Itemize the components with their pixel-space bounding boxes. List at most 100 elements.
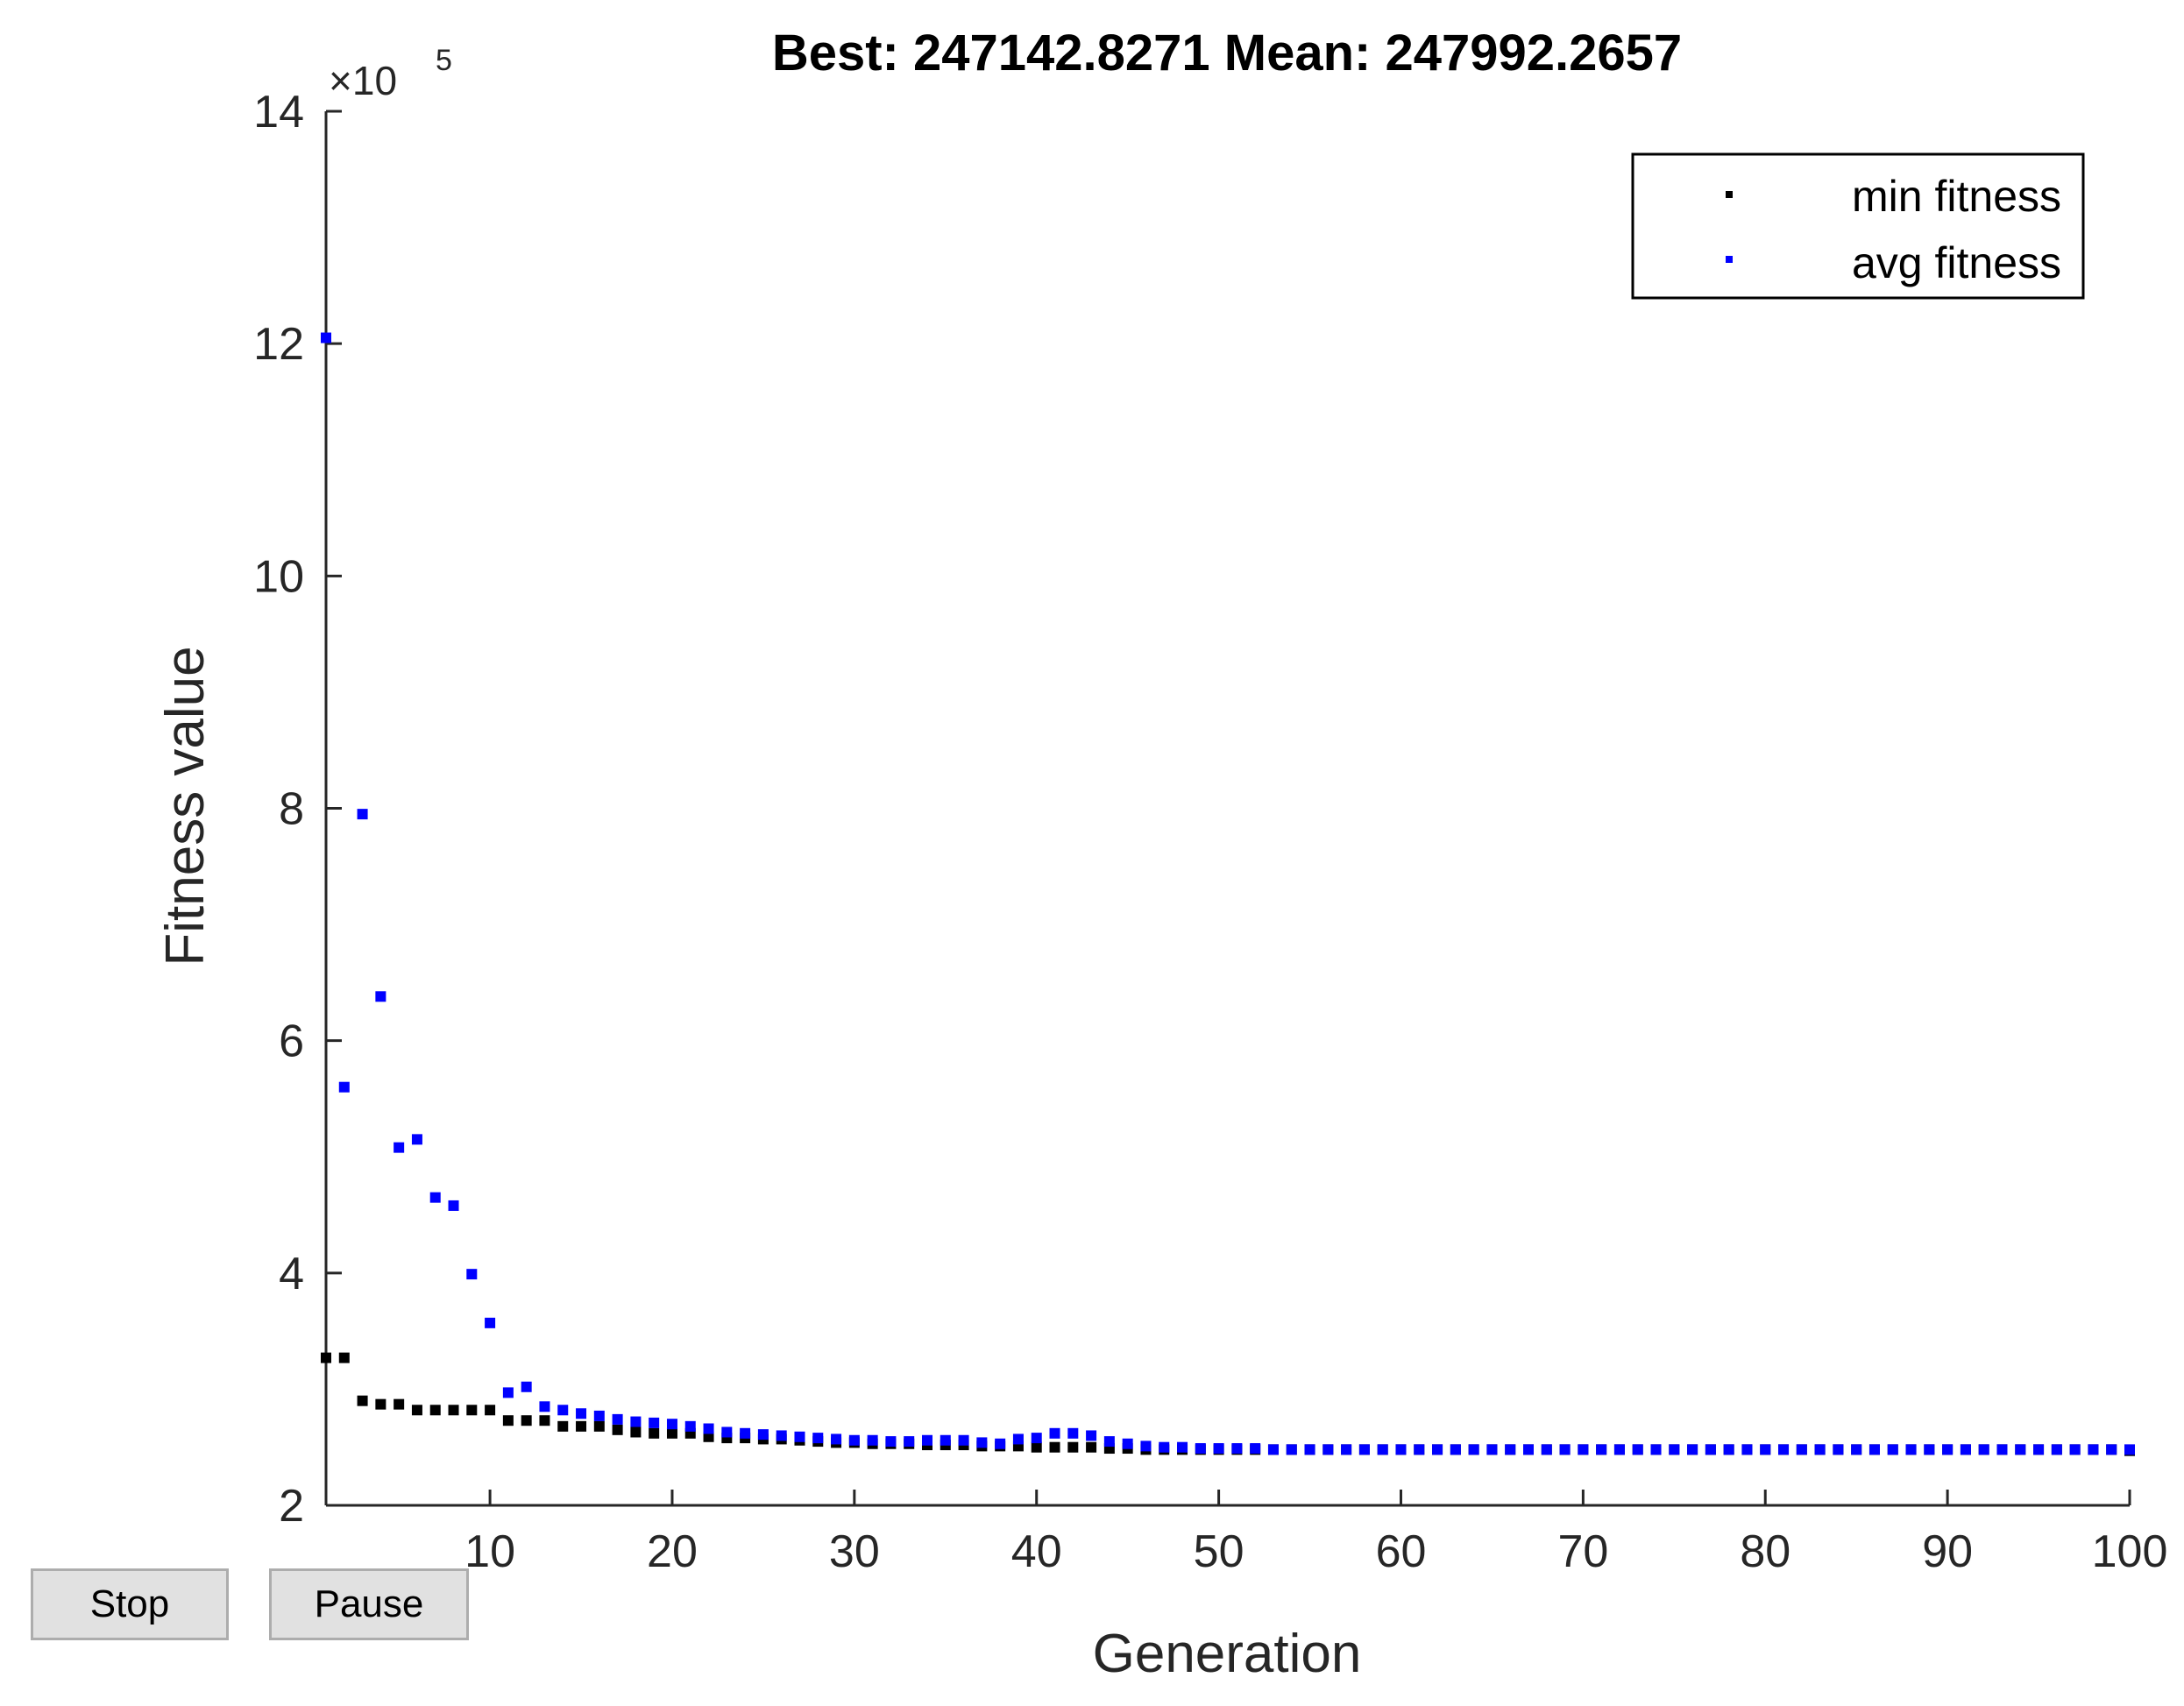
x-tick-label: 70 xyxy=(1557,1526,1608,1577)
avg-fitness-point xyxy=(1960,1444,1971,1455)
y-axis-label: Fitness value xyxy=(155,646,216,966)
min-fitness-point xyxy=(630,1426,642,1438)
avg-fitness-point xyxy=(2069,1444,2081,1455)
avg-fitness-point xyxy=(1868,1444,1880,1455)
avg-fitness-point xyxy=(1450,1444,1461,1455)
avg-fitness-point xyxy=(1177,1441,1188,1453)
min-fitness-point xyxy=(666,1427,677,1439)
avg-fitness-point xyxy=(1231,1443,1243,1455)
min-fitness-point xyxy=(429,1405,441,1416)
avg-fitness-point xyxy=(721,1426,733,1438)
legend-marker-avg xyxy=(1726,256,1733,263)
stop-button[interactable]: Stop xyxy=(31,1568,229,1640)
min-fitness-point xyxy=(375,1398,386,1410)
avg-fitness-point xyxy=(867,1434,878,1446)
avg-fitness-point xyxy=(2124,1444,2135,1455)
avg-fitness-point xyxy=(649,1417,660,1428)
avg-fitness-point xyxy=(1523,1444,1534,1455)
avg-fitness-point xyxy=(1304,1444,1315,1455)
min-fitness-point xyxy=(576,1420,587,1432)
min-fitness-point xyxy=(338,1352,350,1363)
avg-fitness-point xyxy=(1140,1441,1152,1452)
avg-fitness-point xyxy=(684,1420,696,1432)
avg-fitness-point xyxy=(1432,1444,1443,1455)
avg-fitness-point xyxy=(321,332,331,343)
x-axis-ticks: 10 20 30 40 50 60 70 80 90 100 xyxy=(464,1490,2167,1577)
legend-label-min: min fitness xyxy=(1852,172,2061,221)
chart-title: Best: 247142.8271 Mean: 247992.2657 xyxy=(772,25,1682,81)
avg-fitness-point xyxy=(958,1434,969,1446)
avg-fitness-point xyxy=(539,1401,550,1412)
avg-fitness-point xyxy=(904,1436,915,1448)
min-fitness-point xyxy=(1067,1441,1079,1453)
y-axis-multiplier: ×10 5 xyxy=(329,44,452,103)
avg-fitness-point xyxy=(1578,1444,1589,1455)
avg-fitness-point xyxy=(338,1081,350,1093)
pause-button[interactable]: Pause xyxy=(269,1568,469,1640)
min-fitness-point xyxy=(411,1405,422,1416)
avg-fitness-point xyxy=(1267,1444,1279,1455)
avg-fitness-point xyxy=(1322,1444,1334,1455)
series-min-fitness xyxy=(321,1352,2135,1456)
y-axis-ticks: 2 4 6 8 10 12 14 xyxy=(253,87,342,1532)
avg-fitness-point xyxy=(1377,1444,1388,1455)
avg-fitness-point xyxy=(995,1438,1006,1449)
avg-fitness-point xyxy=(976,1437,988,1448)
y-tick-label: 4 xyxy=(279,1249,304,1299)
x-axis-label: Generation xyxy=(1093,1624,1362,1684)
x-tick-label: 20 xyxy=(647,1526,698,1577)
avg-fitness-point xyxy=(1049,1427,1060,1439)
avg-fitness-point xyxy=(1814,1444,1826,1455)
avg-fitness-point xyxy=(1012,1433,1024,1445)
avg-fitness-point xyxy=(922,1434,932,1446)
x-tick-label: 100 xyxy=(2092,1526,2168,1577)
avg-fitness-point xyxy=(485,1317,496,1328)
min-fitness-point xyxy=(612,1424,623,1435)
avg-fitness-point xyxy=(466,1269,478,1280)
avg-fitness-point xyxy=(2088,1444,2099,1455)
avg-fitness-point xyxy=(1486,1444,1498,1455)
avg-fitness-point xyxy=(1596,1444,1607,1455)
avg-fitness-point xyxy=(1650,1444,1662,1455)
avg-fitness-point xyxy=(1067,1427,1079,1439)
avg-fitness-point xyxy=(740,1427,751,1439)
x-tick-label: 50 xyxy=(1194,1526,1244,1577)
x-tick-label: 10 xyxy=(464,1526,515,1577)
avg-fitness-point xyxy=(1887,1444,1898,1455)
avg-fitness-point xyxy=(1250,1443,1261,1455)
avg-fitness-point xyxy=(757,1429,769,1441)
min-fitness-point xyxy=(557,1420,569,1432)
legend-marker-min xyxy=(1726,191,1733,198)
avg-fitness-point xyxy=(1358,1444,1370,1455)
x-tick-label: 60 xyxy=(1376,1526,1427,1577)
min-fitness-point xyxy=(394,1398,405,1410)
avg-fitness-point xyxy=(1505,1444,1516,1455)
avg-fitness-point xyxy=(375,991,386,1002)
avg-fitness-point xyxy=(1978,1444,1989,1455)
y-tick-label: 14 xyxy=(253,87,304,138)
avg-fitness-point xyxy=(2106,1444,2117,1455)
avg-fitness-point xyxy=(703,1423,714,1434)
y-exponent-base: ×10 xyxy=(329,58,397,103)
avg-fitness-point xyxy=(1669,1444,1680,1455)
min-fitness-point xyxy=(448,1405,459,1416)
min-fitness-point xyxy=(593,1420,605,1432)
avg-fitness-point xyxy=(1159,1441,1170,1453)
avg-fitness-point xyxy=(1395,1444,1407,1455)
avg-fitness-point xyxy=(1942,1444,1954,1455)
avg-fitness-point xyxy=(521,1381,532,1392)
min-fitness-point xyxy=(649,1427,660,1439)
legend: min fitness avg fitness xyxy=(1631,152,2085,300)
avg-fitness-point xyxy=(612,1413,623,1425)
avg-fitness-point xyxy=(1924,1444,1935,1455)
avg-fitness-point xyxy=(1086,1430,1097,1441)
min-fitness-point xyxy=(321,1352,331,1363)
min-fitness-point xyxy=(502,1415,514,1426)
avg-fitness-point xyxy=(1687,1444,1698,1455)
legend-label-avg: avg fitness xyxy=(1852,238,2061,287)
min-fitness-point xyxy=(466,1405,478,1416)
avg-fitness-point xyxy=(940,1434,951,1446)
min-fitness-point xyxy=(1031,1441,1042,1453)
min-fitness-point xyxy=(521,1415,532,1426)
